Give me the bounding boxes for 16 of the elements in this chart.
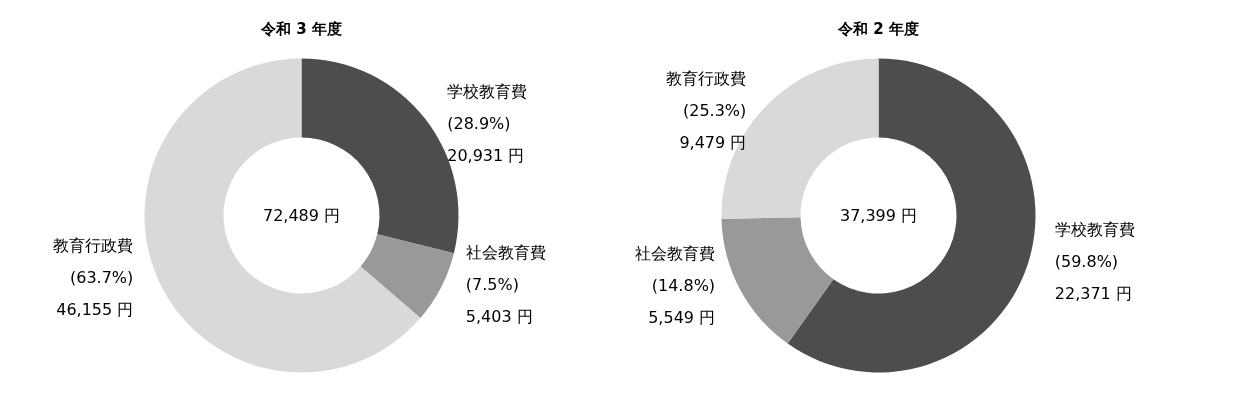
slice-label: 教育行政費: [666, 69, 747, 89]
data-label: (25.3%) 9,479 円: [679, 101, 747, 153]
data-label: (28.9%) 20,931 円: [447, 113, 525, 165]
slice-label: 社会教育費: [465, 242, 546, 262]
chart-title: 令和 2 年度: [837, 19, 919, 38]
slice-label: 学校教育費: [1054, 219, 1135, 239]
data-label: (7.5%) 5,403 円: [465, 274, 533, 326]
chart-title: 令和 3 年度: [260, 19, 342, 38]
slice-label: 学校教育費: [447, 81, 528, 101]
text: 37,399 円: [839, 206, 918, 225]
slice-label: 社会教育費: [635, 244, 716, 264]
data-label: (63.7%) 46,155 円: [56, 268, 134, 320]
data-label: (14.8%) 5,549 円: [648, 276, 716, 328]
data-label: (59.8%) 22,371 円: [1054, 251, 1132, 303]
text: 72,489 円: [262, 206, 341, 225]
slice-label: 教育行政費: [53, 236, 134, 256]
